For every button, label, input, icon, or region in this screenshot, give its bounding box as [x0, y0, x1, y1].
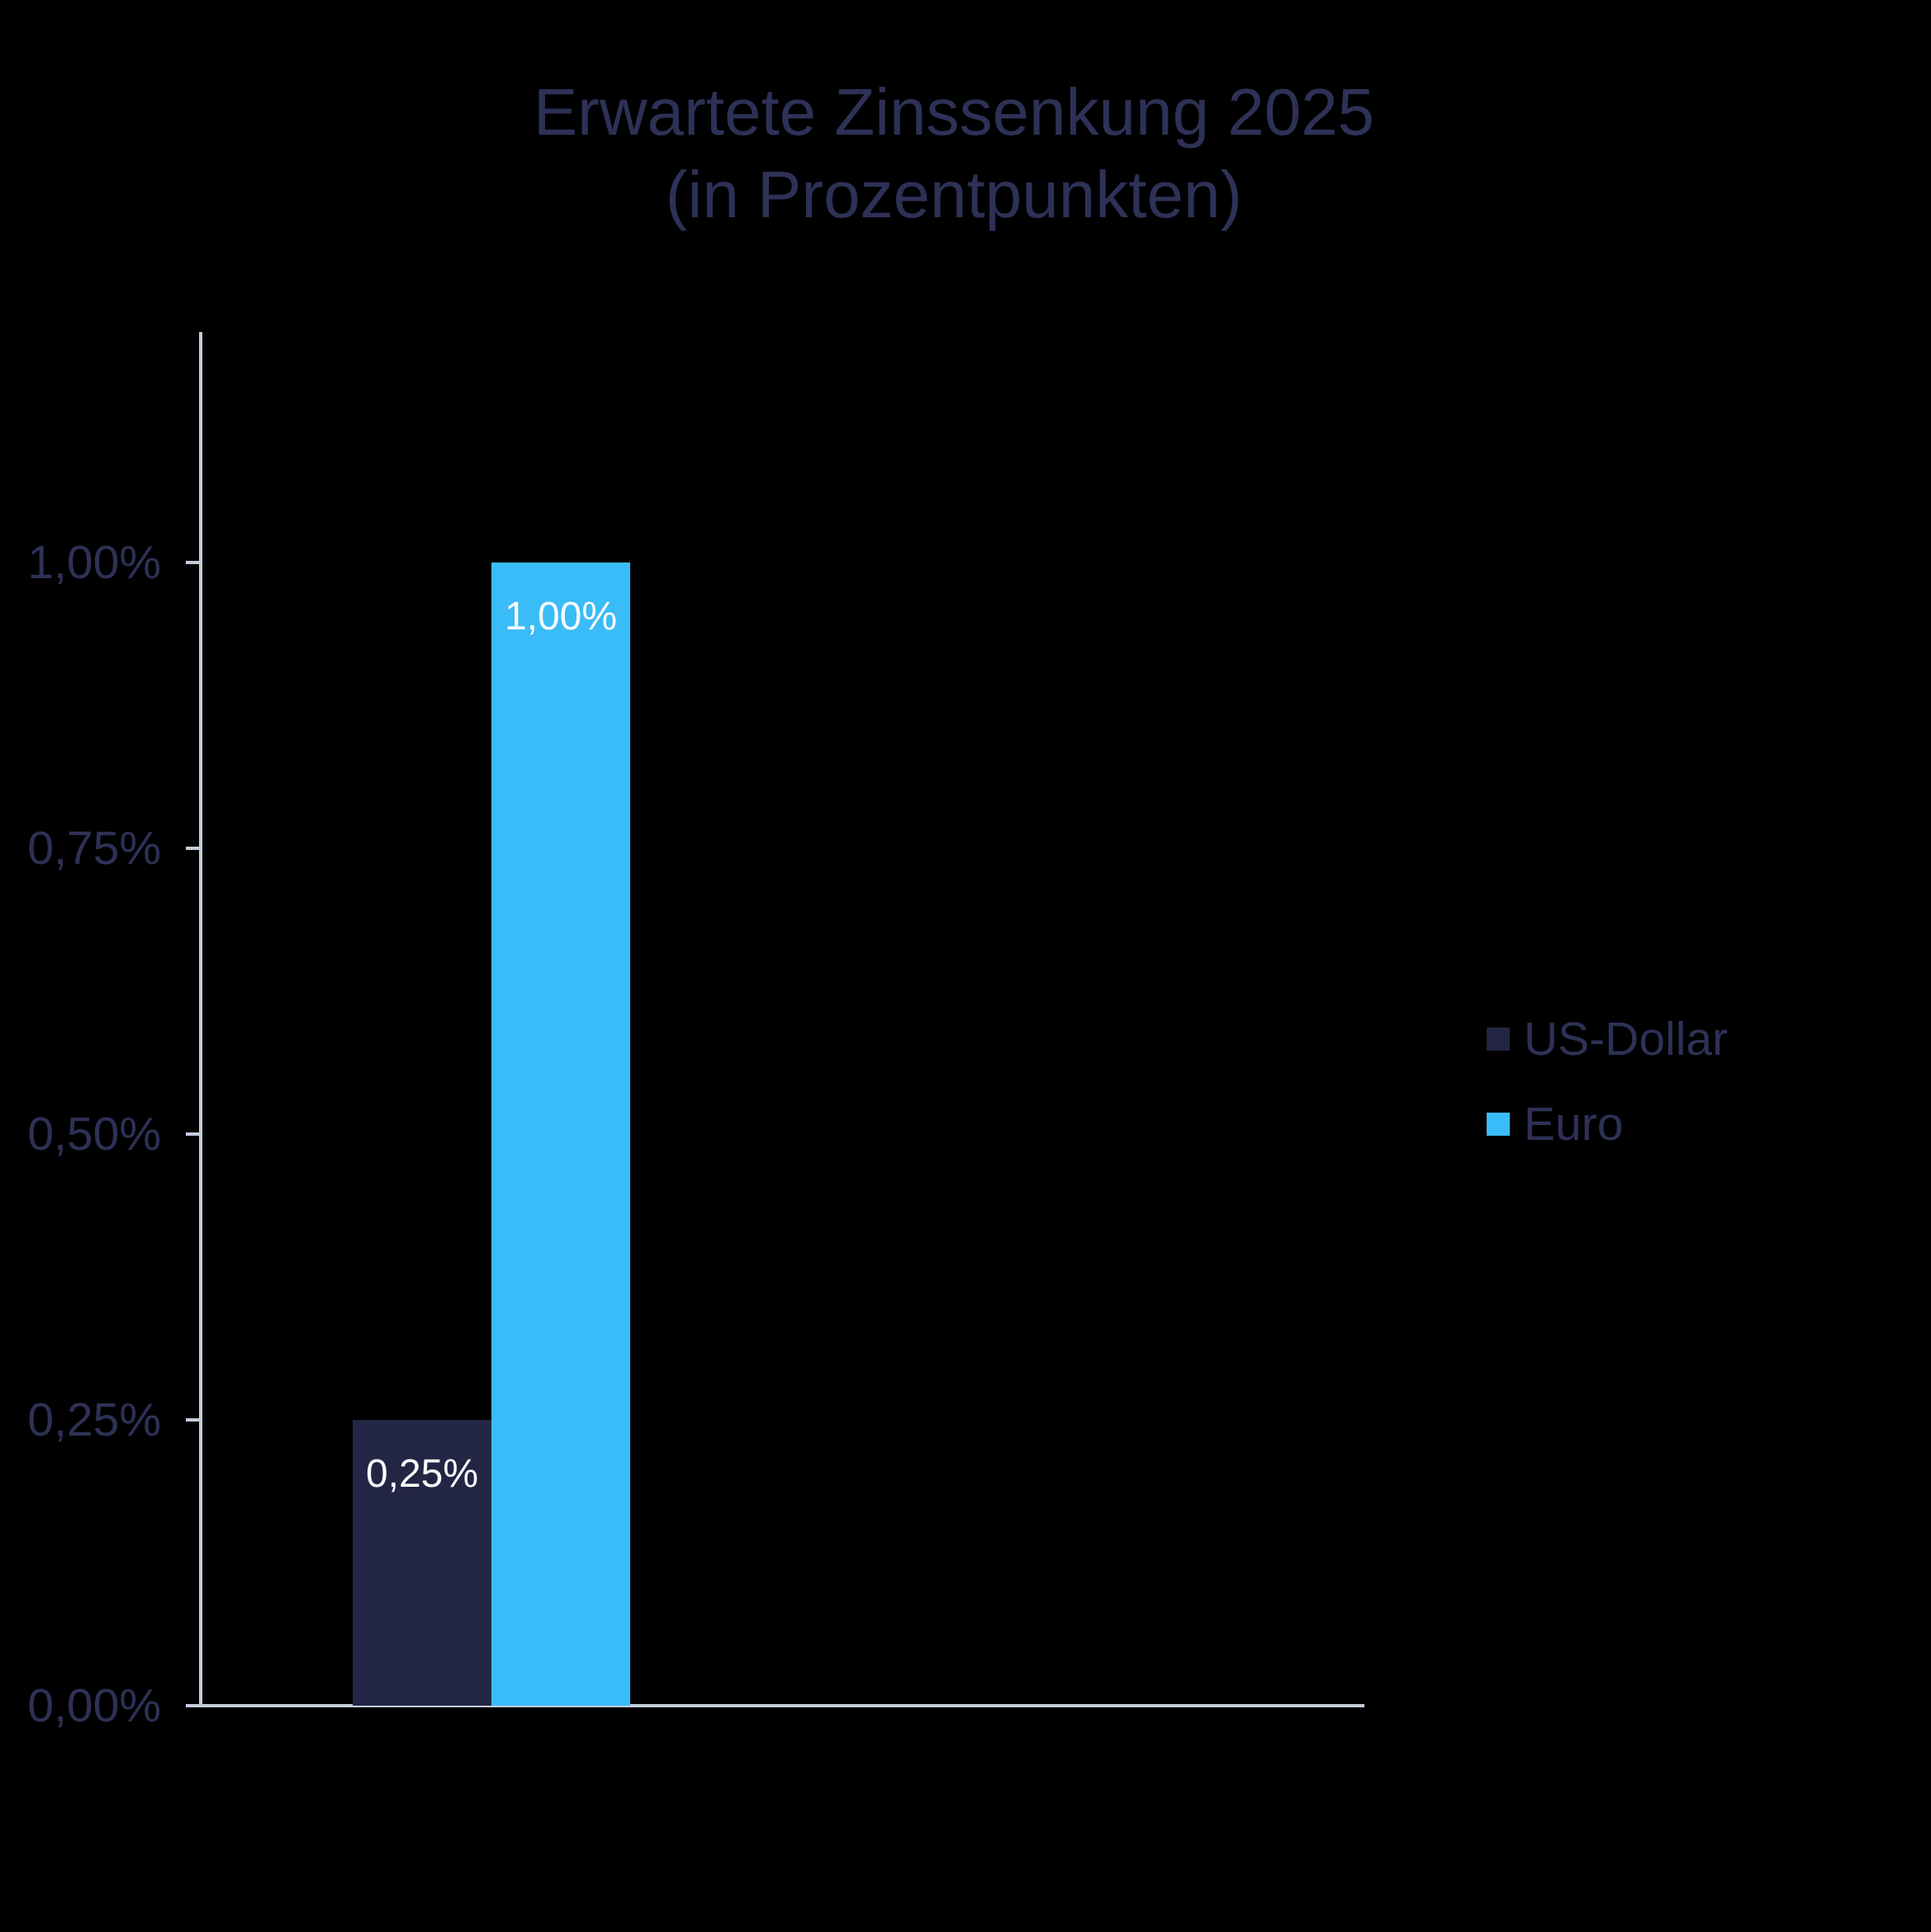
legend-item-us-dollar: US-Dollar	[1487, 1013, 1729, 1066]
y-tick-label: 0,00%	[27, 1679, 161, 1732]
y-tick-mark	[186, 1418, 201, 1422]
chart-title: Erwartete Zinssenkung 2025 (in Prozentpu…	[0, 71, 1908, 236]
legend-swatch-icon	[1487, 1028, 1510, 1051]
legend-swatch-icon	[1487, 1113, 1510, 1136]
y-tick-mark	[186, 847, 201, 850]
legend: US-Dollar Euro	[1487, 1013, 1729, 1185]
y-tick-label: 0,75%	[27, 822, 161, 875]
y-tick-mark	[186, 1132, 201, 1136]
legend-item-euro: Euro	[1487, 1098, 1728, 1151]
bar-euro: 1,00%	[491, 563, 630, 1706]
y-tick-label: 0,25%	[27, 1393, 161, 1446]
bar-value-label: 1,00%	[504, 595, 618, 638]
y-tick-label: 0,50%	[27, 1108, 161, 1161]
legend-label: Euro	[1524, 1098, 1624, 1151]
legend-label: US-Dollar	[1524, 1013, 1729, 1066]
x-axis-line	[187, 1704, 1364, 1707]
y-tick-label: 1,00%	[27, 536, 161, 589]
y-tick-mark	[186, 561, 201, 564]
chart-title-line1: Erwartete Zinssenkung 2025	[533, 75, 1375, 149]
bar-value-label: 0,25%	[365, 1452, 479, 1496]
y-axis-line	[199, 332, 202, 1707]
bar-us-dollar: 0,25%	[353, 1420, 491, 1706]
y-tick-mark	[186, 1704, 201, 1707]
chart-title-line2: (in Prozentpunkten)	[665, 158, 1243, 231]
